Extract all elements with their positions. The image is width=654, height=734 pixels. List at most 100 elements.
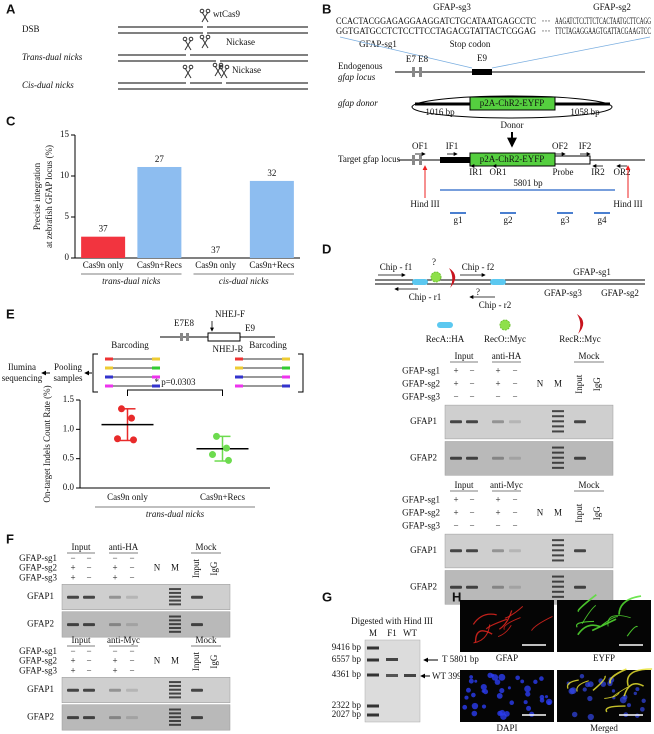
- scissors: [205, 34, 211, 40]
- fiber: [497, 625, 512, 637]
- target-label: GFAP2: [27, 619, 54, 629]
- primer-label: NHEJ-R: [213, 344, 244, 354]
- fiber: [485, 618, 508, 630]
- lane-label: Input: [574, 503, 584, 522]
- primer-label: OF2: [552, 141, 568, 151]
- y-tick-label: 1.5: [63, 394, 75, 404]
- site-label: Hind III: [613, 199, 642, 209]
- ladder-band: [552, 415, 564, 418]
- guide-label: GFAP-sg2: [601, 288, 639, 298]
- sign: +: [453, 494, 458, 504]
- nucleus: [569, 687, 577, 694]
- row-label: Trans-dual nicks: [22, 52, 83, 62]
- nucleus: [579, 674, 585, 679]
- gel-band: [109, 595, 121, 599]
- x-tick-label: Cas9n only: [83, 260, 124, 270]
- unknown: ?: [432, 257, 436, 267]
- gel-header: Mock: [196, 542, 217, 552]
- gel-band: [109, 623, 121, 627]
- count-label: 32: [267, 168, 276, 178]
- fiber: [618, 595, 642, 615]
- dot: [225, 456, 232, 464]
- count-label: 37: [211, 245, 221, 255]
- ladder-band: [552, 590, 564, 593]
- fiber: [609, 668, 627, 684]
- unknown: ?: [476, 287, 480, 297]
- gel-title: Digested with Hind III: [351, 616, 433, 626]
- panel-label: H: [452, 589, 461, 604]
- sequence: AAGATCTCCTTCTCACTAATGCTTCAGG: [555, 16, 651, 26]
- channel-label: GFAP: [496, 653, 518, 663]
- protein-label: RecO::Myc: [484, 334, 526, 344]
- gel-band: [574, 549, 586, 553]
- reca-ha: [437, 322, 453, 328]
- gel-band: [509, 420, 521, 424]
- y-axis-label: Precise integration: [32, 162, 42, 230]
- ladder-band: [552, 466, 564, 469]
- panel-label: B: [322, 1, 331, 16]
- enzyme-label: Nickase: [232, 65, 261, 75]
- ladder-band: [552, 549, 564, 552]
- nucleus: [626, 703, 632, 708]
- y-tick-label: 0.0: [63, 482, 75, 492]
- gel-band: [466, 420, 478, 424]
- bar: [249, 180, 294, 258]
- ladder-band: [169, 599, 181, 602]
- micrograph: [460, 600, 554, 652]
- lane-label: Input: [191, 652, 201, 671]
- fiber: [581, 605, 597, 624]
- recr-myc: [577, 314, 584, 334]
- dot: [114, 435, 121, 443]
- chip-primer: Chip - r2: [479, 300, 512, 310]
- ladder-label: 4361 bp: [332, 669, 362, 679]
- sign: −: [129, 563, 134, 573]
- group-label: trans-dual nicks: [102, 276, 161, 286]
- primer-label: IR2: [591, 167, 605, 177]
- sign: −: [129, 665, 134, 675]
- locus-label: gfap locus: [338, 72, 376, 82]
- lane-label: M: [171, 563, 179, 573]
- gel-band: [126, 716, 138, 720]
- lane-label: IgG: [209, 654, 219, 668]
- sign: −: [70, 553, 75, 563]
- nucleus: [471, 710, 478, 717]
- fiber: [566, 679, 579, 689]
- lane-label: IgG: [209, 561, 219, 575]
- band-label: T 5801 bp: [442, 654, 479, 664]
- fiber: [577, 624, 601, 636]
- nucleus: [498, 673, 506, 681]
- scissors: [182, 36, 188, 42]
- nucleus: [585, 682, 591, 688]
- row-label: GFAP-sg1: [19, 646, 57, 656]
- nucleus: [544, 695, 549, 699]
- ladder-band: [552, 451, 564, 454]
- group-label: trans-dual nicks: [146, 509, 205, 519]
- target-label: GFAP1: [27, 684, 54, 694]
- gel-header: Input: [455, 480, 474, 490]
- dot: [213, 432, 220, 440]
- ladder-band: [552, 420, 564, 423]
- panel-label: E: [6, 306, 15, 321]
- ladder-band: [552, 559, 564, 562]
- cassette-label: p2A-ChR2-EYFP: [480, 98, 545, 108]
- channel-label: EYFP: [593, 653, 615, 663]
- sequence: GGTGATGCCTCTCCTTCCTAGACGTATTACTCGGAG: [336, 26, 536, 36]
- gel-header: Input: [72, 542, 91, 552]
- primer-label: IR1: [469, 167, 483, 177]
- gel-band: [574, 420, 586, 424]
- nucleus: [525, 691, 531, 697]
- sign: −: [129, 656, 134, 666]
- sign: −: [453, 520, 458, 530]
- sign: +: [453, 378, 458, 388]
- sign: −: [512, 507, 517, 517]
- bar: [137, 166, 182, 258]
- lane-label: F1: [387, 628, 397, 638]
- sign: −: [512, 391, 517, 401]
- chip-primer: Chip - f2: [462, 262, 495, 272]
- row-label: GFAP-sg1: [402, 494, 440, 504]
- sign: −: [469, 507, 474, 517]
- lane-label: M: [554, 507, 562, 517]
- ladder-band: [552, 425, 564, 428]
- guide-label: GFAP-sg1: [359, 39, 397, 49]
- panel-label: G: [322, 589, 332, 604]
